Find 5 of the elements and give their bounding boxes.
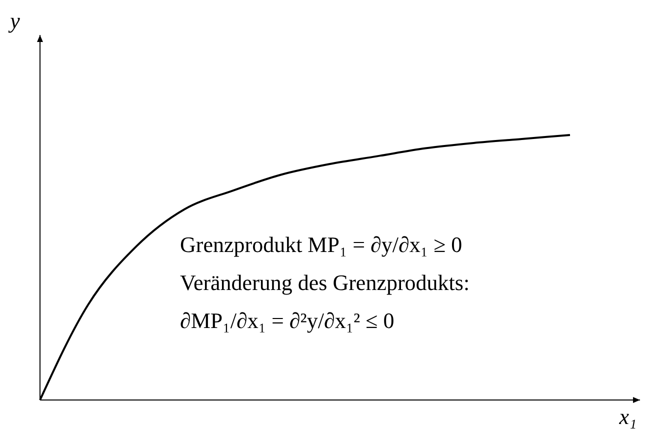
y-axis-title: y: [8, 8, 20, 33]
annotation: ∂MP₁/∂x₁ = ∂²y/∂x₁² ≤ 0: [180, 308, 394, 333]
annotation: Veränderung des Grenzprodukts:: [180, 270, 470, 295]
annotation: Grenzprodukt MP₁ = ∂y/∂x₁ ≥ 0: [180, 232, 462, 257]
x-axis-title: x₁: [618, 404, 637, 429]
